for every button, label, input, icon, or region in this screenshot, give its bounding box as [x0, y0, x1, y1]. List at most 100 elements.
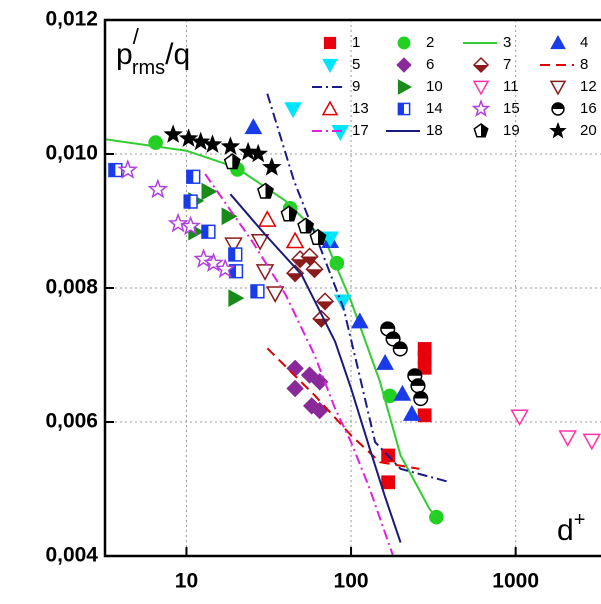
point [193, 248, 214, 269]
point [286, 379, 304, 398]
marker-shape [186, 170, 194, 184]
marker-shape [190, 131, 211, 151]
point [221, 207, 238, 226]
legend-label: 9 [352, 78, 360, 95]
legend-marker [397, 79, 413, 95]
legend-entry: 7 [472, 56, 511, 74]
legend-marker [550, 34, 566, 50]
legend-label: 4 [580, 34, 588, 51]
point [257, 182, 274, 199]
point [220, 136, 241, 155]
point [147, 178, 169, 199]
legend-marker [472, 80, 490, 96]
point [203, 252, 224, 273]
marker-shape [265, 183, 274, 198]
marker-shape [251, 284, 258, 298]
point [558, 430, 577, 447]
marker-shape [232, 154, 240, 169]
marker-shape [250, 233, 270, 251]
marker-shape [317, 301, 333, 310]
plot-area [105, 93, 601, 556]
marker-shape [229, 264, 237, 278]
marker-shape [549, 80, 567, 96]
point [228, 247, 243, 262]
marker-shape [167, 212, 189, 233]
marker-shape [402, 404, 421, 421]
marker-shape [380, 322, 395, 329]
marker-shape [398, 103, 404, 115]
marker-shape [248, 143, 268, 163]
series-line [204, 173, 395, 556]
legend-label: 14 [426, 100, 443, 117]
marker-shape [413, 391, 428, 399]
point [244, 118, 263, 135]
point [331, 125, 350, 141]
marker-shape [321, 100, 339, 116]
legend-entry: 17 [312, 122, 369, 139]
point [413, 391, 429, 407]
point [228, 289, 245, 307]
series-line [105, 138, 438, 518]
legend-label: 11 [503, 78, 519, 95]
y-tick-label: 0,008 [45, 276, 98, 299]
marker-shape [386, 332, 400, 339]
legend-label: 6 [426, 56, 434, 73]
marker-shape [221, 207, 238, 226]
legend-entry: 14 [397, 100, 443, 117]
point [163, 124, 183, 143]
marker-shape [203, 252, 224, 273]
legend-entry: 19 [473, 122, 520, 139]
y-label-base: p [116, 38, 133, 71]
legend-label: 7 [503, 56, 511, 73]
x-label-base: d [557, 514, 574, 547]
marker-shape [550, 34, 566, 50]
x-axis-label: d+ [557, 509, 585, 547]
point [262, 157, 282, 176]
point [286, 264, 305, 283]
marker-shape [310, 373, 329, 391]
x-label-sup: + [574, 509, 586, 531]
legend-label: 13 [352, 100, 369, 117]
marker-shape [381, 475, 396, 490]
point [310, 373, 329, 391]
marker-shape [184, 195, 191, 208]
point [238, 141, 258, 161]
legend-label: 17 [352, 122, 369, 139]
legend-label: 10 [426, 78, 443, 95]
marker-shape [331, 125, 350, 141]
point [309, 228, 327, 245]
legend-label: 2 [426, 34, 434, 51]
point [392, 341, 408, 357]
legend-marker [321, 100, 339, 116]
marker-shape [393, 342, 408, 349]
marker-shape [305, 218, 314, 233]
marker-shape [228, 289, 245, 307]
legend-entry: 16 [551, 100, 597, 117]
point [582, 433, 601, 451]
legend-entry: 20 [549, 121, 597, 139]
point [284, 102, 302, 119]
marker-shape [552, 103, 564, 109]
marker-shape [201, 182, 218, 201]
legend-marker [473, 123, 489, 138]
legend-marker [396, 57, 412, 73]
marker-shape [258, 210, 277, 227]
point [333, 294, 352, 311]
legend-entry: 8 [540, 56, 588, 73]
y-tick-label: 0,006 [45, 410, 98, 433]
legend-label: 3 [503, 34, 511, 51]
marker-shape [117, 159, 139, 179]
marker-shape [224, 237, 243, 255]
marker-shape [397, 36, 411, 50]
point [180, 215, 202, 236]
marker-shape [163, 124, 183, 143]
legend-marker [551, 102, 565, 116]
legend-entry: 3 [463, 34, 511, 51]
grid [105, 19, 601, 557]
marker-shape [333, 294, 352, 311]
marker-shape [202, 134, 223, 153]
legend-entry: 6 [396, 56, 434, 73]
legend-label: 16 [580, 100, 597, 117]
